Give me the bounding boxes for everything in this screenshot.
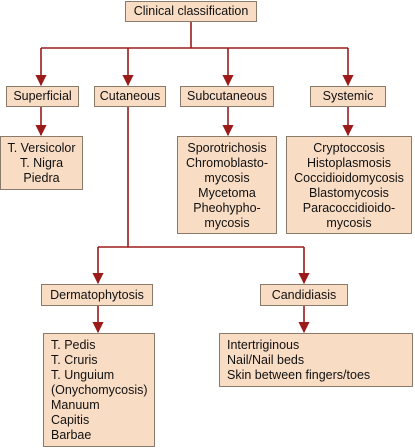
list-item: T. Cruris (51, 353, 98, 367)
systemic-list: Cryptoccosis Histoplasmosis Coccidioidom… (286, 136, 412, 234)
dermatophytosis-list: T. Pedis T. Cruris T. Unguium (Onychomyc… (43, 333, 155, 447)
list-item: T. Nigra (19, 156, 64, 170)
list-item: Manuum (51, 398, 100, 412)
list-item: Sporotrichosis (187, 141, 267, 155)
cutaneous-node: Cutaneous (94, 86, 166, 107)
root-node: Clinical classification (125, 1, 257, 22)
list-item: Pheohypho- (193, 201, 261, 215)
list-item: Barbae (51, 428, 92, 442)
subcutaneous-node: Subcutaneous (180, 86, 274, 107)
list-item: T. Unguium (51, 368, 115, 382)
list-item: (Onychomycosis) (51, 383, 148, 397)
list-item: Piedra (23, 171, 60, 185)
list-item: Chromoblasto- (186, 156, 268, 170)
list-item: mycosis (204, 216, 250, 230)
systemic-node: Systemic (310, 86, 386, 107)
list-item: T. Versicolor (7, 141, 76, 155)
list-item: Capitis (51, 413, 90, 427)
list-item: Skin between fingers/toes (227, 368, 371, 382)
list-item: Mycetoma (198, 186, 256, 200)
dermatophytosis-node: Dermatophytosis (41, 284, 153, 306)
list-item: Nail/Nail beds (227, 353, 305, 367)
list-item: Blastomycosis (309, 186, 389, 200)
list-item: T. Pedis (51, 338, 96, 352)
superficial-list: T. Versicolor T. Nigra Piedra (0, 136, 83, 190)
candidiasis-node: Candidiasis (260, 284, 348, 306)
list-item: mycosis (326, 216, 372, 230)
candidiasis-list: Intertriginous Nail/Nail beds Skin betwe… (219, 333, 413, 387)
list-item: Coccidioidomycosis (294, 171, 404, 185)
list-item: Histoplasmosis (306, 156, 392, 170)
list-item: Cryptoccosis (313, 141, 385, 155)
superficial-node: Superficial (6, 86, 79, 107)
list-item: Paracoccidioido- (302, 201, 396, 215)
list-item: Intertriginous (227, 338, 300, 352)
list-item: mycosis (204, 171, 250, 185)
subcutaneous-list: Sporotrichosis Chromoblasto- mycosis Myc… (177, 136, 277, 234)
